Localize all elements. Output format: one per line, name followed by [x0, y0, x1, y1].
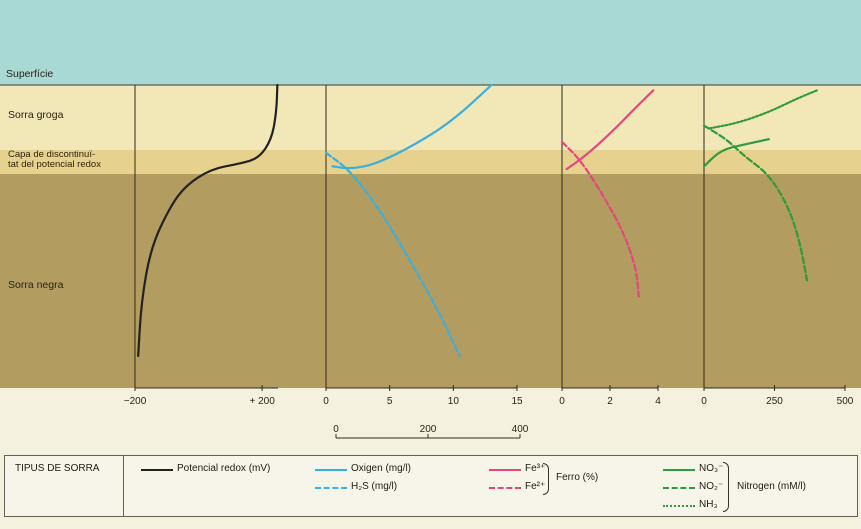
- tick-label-iron: 4: [655, 396, 661, 407]
- legend-swatch-fe3: [489, 469, 521, 471]
- secondary-tick-label: 0: [333, 424, 339, 435]
- legend-title-cell: TIPUS DE SORRA: [5, 456, 124, 516]
- series-line-oxygen_h2s: [331, 83, 493, 170]
- series-line-iron: [565, 89, 655, 171]
- legend-swatch-oxygen: [315, 469, 347, 471]
- legend-swatch-fe2: [489, 487, 521, 489]
- legend-label-fe2: Fe²⁺: [525, 481, 546, 492]
- secondary-tick-label: 200: [420, 424, 437, 435]
- legend-label-redox: Potencial redox (mV): [177, 463, 271, 474]
- tick-label-nitrogen: 0: [701, 396, 707, 407]
- tick-label-oxygen_h2s: 15: [511, 396, 523, 407]
- tick-label-nitrogen: 250: [766, 396, 783, 407]
- tick-label-oxygen_h2s: 5: [387, 396, 393, 407]
- legend-label-no2: NO₂⁻: [699, 481, 724, 492]
- series-line-oxygen_h2s: [324, 151, 461, 358]
- legend-swatch-redox: [141, 469, 173, 471]
- legend-label-nh3: NH₃: [699, 499, 718, 510]
- layer-label-yellow-sand: Sorra groga: [8, 109, 64, 121]
- secondary-tick-label: 400: [512, 424, 529, 435]
- layer-label-surface: Superfície: [6, 68, 54, 80]
- layer-label-black-sand: Sorra negra: [8, 279, 64, 291]
- series-line-iron: [560, 140, 640, 298]
- yellow-sand-band: [0, 85, 861, 150]
- series-line-nitrogen: [708, 89, 818, 130]
- legend-swatch-h2s: [315, 487, 347, 489]
- legend-brace-nitrogen: [723, 462, 729, 512]
- tick-label-redox: −200: [124, 396, 147, 407]
- tick-label-iron: 0: [559, 396, 565, 407]
- series-line-redox: [137, 83, 279, 358]
- series-line-nitrogen: [702, 138, 770, 168]
- legend-label-nitrogen-group: Nitrogen (mM/l): [737, 481, 806, 492]
- legend-brace-iron: [543, 463, 549, 495]
- legend-label-h2s: H₂S (mg/l): [351, 481, 398, 492]
- tick-label-oxygen_h2s: 0: [323, 396, 329, 407]
- series-line-nitrogen: [702, 124, 809, 282]
- legend-title: TIPUS DE SORRA: [15, 463, 100, 474]
- legend: TIPUS DE SORRA Potencial redox (mV) Oxig…: [4, 455, 858, 517]
- layer-label-rpd: Capa de discontinuï- tat del potencial r…: [8, 149, 101, 170]
- tick-label-oxygen_h2s: 10: [448, 396, 460, 407]
- tick-label-nitrogen: 500: [837, 396, 854, 407]
- tick-label-redox: + 200: [249, 396, 275, 407]
- legend-label-iron-group: Ferro (%): [556, 472, 599, 483]
- legend-swatch-nh3: [663, 505, 695, 507]
- black-sand-band: [0, 174, 861, 388]
- legend-swatch-no2: [663, 487, 695, 489]
- water-band: [0, 0, 861, 85]
- legend-swatch-no3: [663, 469, 695, 471]
- tick-label-iron: 2: [607, 396, 613, 407]
- legend-label-fe3: Fe³⁺: [525, 463, 546, 474]
- rpd-band: [0, 150, 861, 174]
- legend-label-oxygen: Oxigen (mg/l): [351, 463, 412, 474]
- legend-label-no3: NO₃⁻: [699, 463, 724, 474]
